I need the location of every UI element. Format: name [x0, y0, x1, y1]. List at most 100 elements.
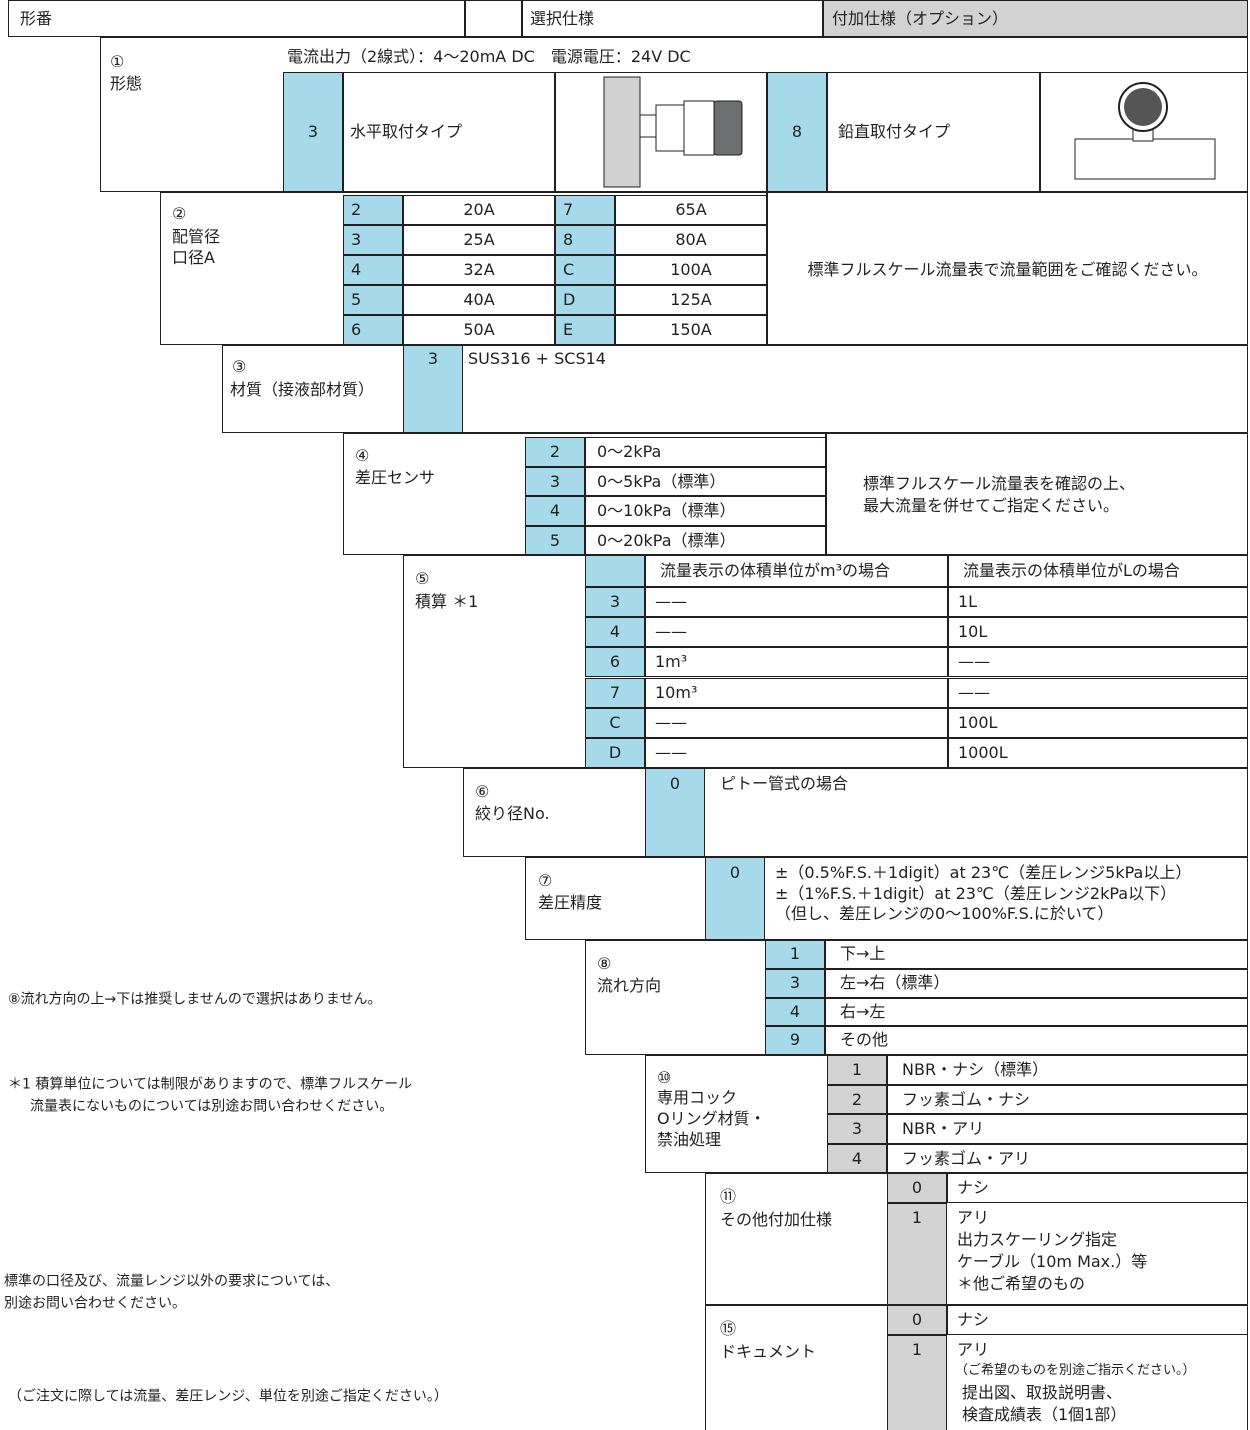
- code-cell: [555, 225, 615, 255]
- text-cell: [645, 587, 948, 618]
- text-cell: [615, 315, 767, 345]
- code-cell: [585, 587, 645, 618]
- option-text: ピトー管式の場合: [720, 774, 849, 794]
- m3-unit: 10m³: [655, 682, 698, 702]
- option-text: その他: [840, 1030, 889, 1050]
- option-code: E: [563, 320, 574, 340]
- option-code: 8: [563, 230, 574, 250]
- code-cell: [283, 72, 343, 192]
- text-cell: [403, 285, 555, 315]
- text-cell: [645, 647, 948, 678]
- option-code: D: [563, 290, 576, 310]
- power-note: 電流出力（2線式）：4〜20mA DC 電源電圧：24V DC: [287, 47, 691, 67]
- option-code: C: [563, 260, 575, 280]
- option-text: 水平取付タイプ: [350, 122, 463, 142]
- code-cell: [555, 255, 615, 285]
- note-text: ＊1 積算単位については制限がありますので、標準フルスケール: [8, 1076, 413, 1093]
- section-label: 材質（接液部材質）: [230, 380, 375, 400]
- option-text: SUS316 + SCS14: [468, 349, 606, 369]
- option-code: 1: [911, 1208, 923, 1228]
- sensor-note: 標準フルスケール流量表を確認の上、: [863, 474, 1136, 494]
- note-text: 標準の口径及び、流量レンジ以外の要求については、: [4, 1273, 340, 1290]
- pipe-note: 標準フルスケール流量表で流量範囲をご確認ください。: [807, 260, 1208, 280]
- code-cell: [585, 617, 645, 648]
- option-text: 右→左: [840, 1001, 886, 1021]
- option-code: 3: [851, 1119, 863, 1139]
- option-code: 0: [911, 1310, 923, 1330]
- option-text: 0〜10kPa（標準）: [597, 501, 736, 521]
- option-code: 2: [851, 1089, 863, 1109]
- text-cell: [825, 997, 1248, 1027]
- section-label: その他付加仕様: [720, 1210, 833, 1230]
- section-label: 専用コック: [657, 1088, 738, 1108]
- option-code: 6: [351, 320, 362, 340]
- text-cell: [887, 1055, 1248, 1085]
- section-label: 配管径: [172, 227, 221, 247]
- option-code: 3: [307, 122, 319, 142]
- text-cell: [343, 72, 555, 192]
- option-text: （ご希望のものを別途ご指示ください。）: [955, 1362, 1196, 1378]
- text-cell: [645, 677, 948, 708]
- code-cell: [585, 677, 645, 708]
- text-cell: [615, 285, 767, 315]
- section-number: ②: [172, 204, 187, 224]
- code-cell: [585, 647, 645, 678]
- text-cell: [403, 255, 555, 285]
- section-label: 口径A: [172, 248, 215, 268]
- text-cell: [585, 466, 826, 496]
- header-optional: 付加仕様（オプション）: [832, 9, 1009, 29]
- option-size: 100A: [670, 260, 712, 280]
- text-cell: [403, 225, 555, 255]
- section-number: ⑧: [597, 954, 612, 974]
- option-code: D: [608, 743, 622, 763]
- section-label: Oリング材質・: [657, 1109, 766, 1129]
- option-code: 4: [549, 501, 561, 521]
- option-code: 7: [563, 200, 574, 220]
- option-code: 0: [911, 1178, 923, 1198]
- section-number: ⑩: [657, 1068, 672, 1088]
- option-text: NBR・アリ: [902, 1119, 985, 1139]
- option-code: 4: [351, 260, 362, 280]
- text-cell: [645, 617, 948, 648]
- code-cell: [887, 1173, 947, 1203]
- option-text: 0〜2kPa: [597, 442, 662, 462]
- code-cell: [343, 255, 403, 285]
- text-cell: [948, 617, 1248, 648]
- text-cell: [585, 437, 826, 467]
- option-text: ケーブル（10m Max.）等: [957, 1252, 1148, 1272]
- code-cell: [767, 72, 827, 192]
- option-code: 7: [609, 682, 621, 702]
- note-text: ⑧流れ方向の上→下は推奨しませんので選択はありません。: [8, 991, 382, 1008]
- option-text: 左→右（標準）: [840, 972, 950, 992]
- code-cell: [887, 1305, 947, 1335]
- text-cell: [887, 1114, 1248, 1144]
- column-header: [645, 555, 948, 587]
- option-text: ±（0.5%F.S.＋1digit）at 23℃（差圧レンジ5kPa以上）: [775, 863, 1192, 883]
- option-text: フッ素ゴム・ナシ: [902, 1089, 1031, 1109]
- option-text: 0〜20kPa（標準）: [597, 530, 736, 550]
- header-cell: [465, 0, 522, 37]
- section-number: ⑪: [720, 1187, 737, 1207]
- text-cell: [948, 587, 1248, 618]
- header-cell: [8, 0, 465, 37]
- option-text: アリ: [957, 1208, 990, 1228]
- code-cell: [765, 940, 825, 969]
- section-number: ④: [355, 446, 370, 466]
- option-code: 4: [789, 1001, 801, 1021]
- code-cell: [765, 1026, 825, 1055]
- section-label: 積算 ＊1: [415, 592, 479, 612]
- option-code: 8: [791, 122, 803, 142]
- text-cell: [887, 1084, 1248, 1114]
- option-text: 鉛直取付タイプ: [838, 122, 951, 142]
- option-text: アリ: [957, 1340, 990, 1360]
- option-code: 5: [549, 530, 561, 550]
- option-text: （但し、差圧レンジの0〜100%F.S.に於いて）: [775, 904, 1114, 924]
- note-text: 流量表にないものについては別途お問い合わせください。: [30, 1098, 394, 1115]
- header-selected: 選択仕様: [530, 9, 595, 29]
- code-cell: [765, 997, 825, 1027]
- column-header-text: 流量表示の体積単位がLの場合: [963, 561, 1180, 581]
- text-cell: [615, 225, 767, 255]
- image-cell: [555, 72, 767, 192]
- option-size: 32A: [463, 260, 495, 280]
